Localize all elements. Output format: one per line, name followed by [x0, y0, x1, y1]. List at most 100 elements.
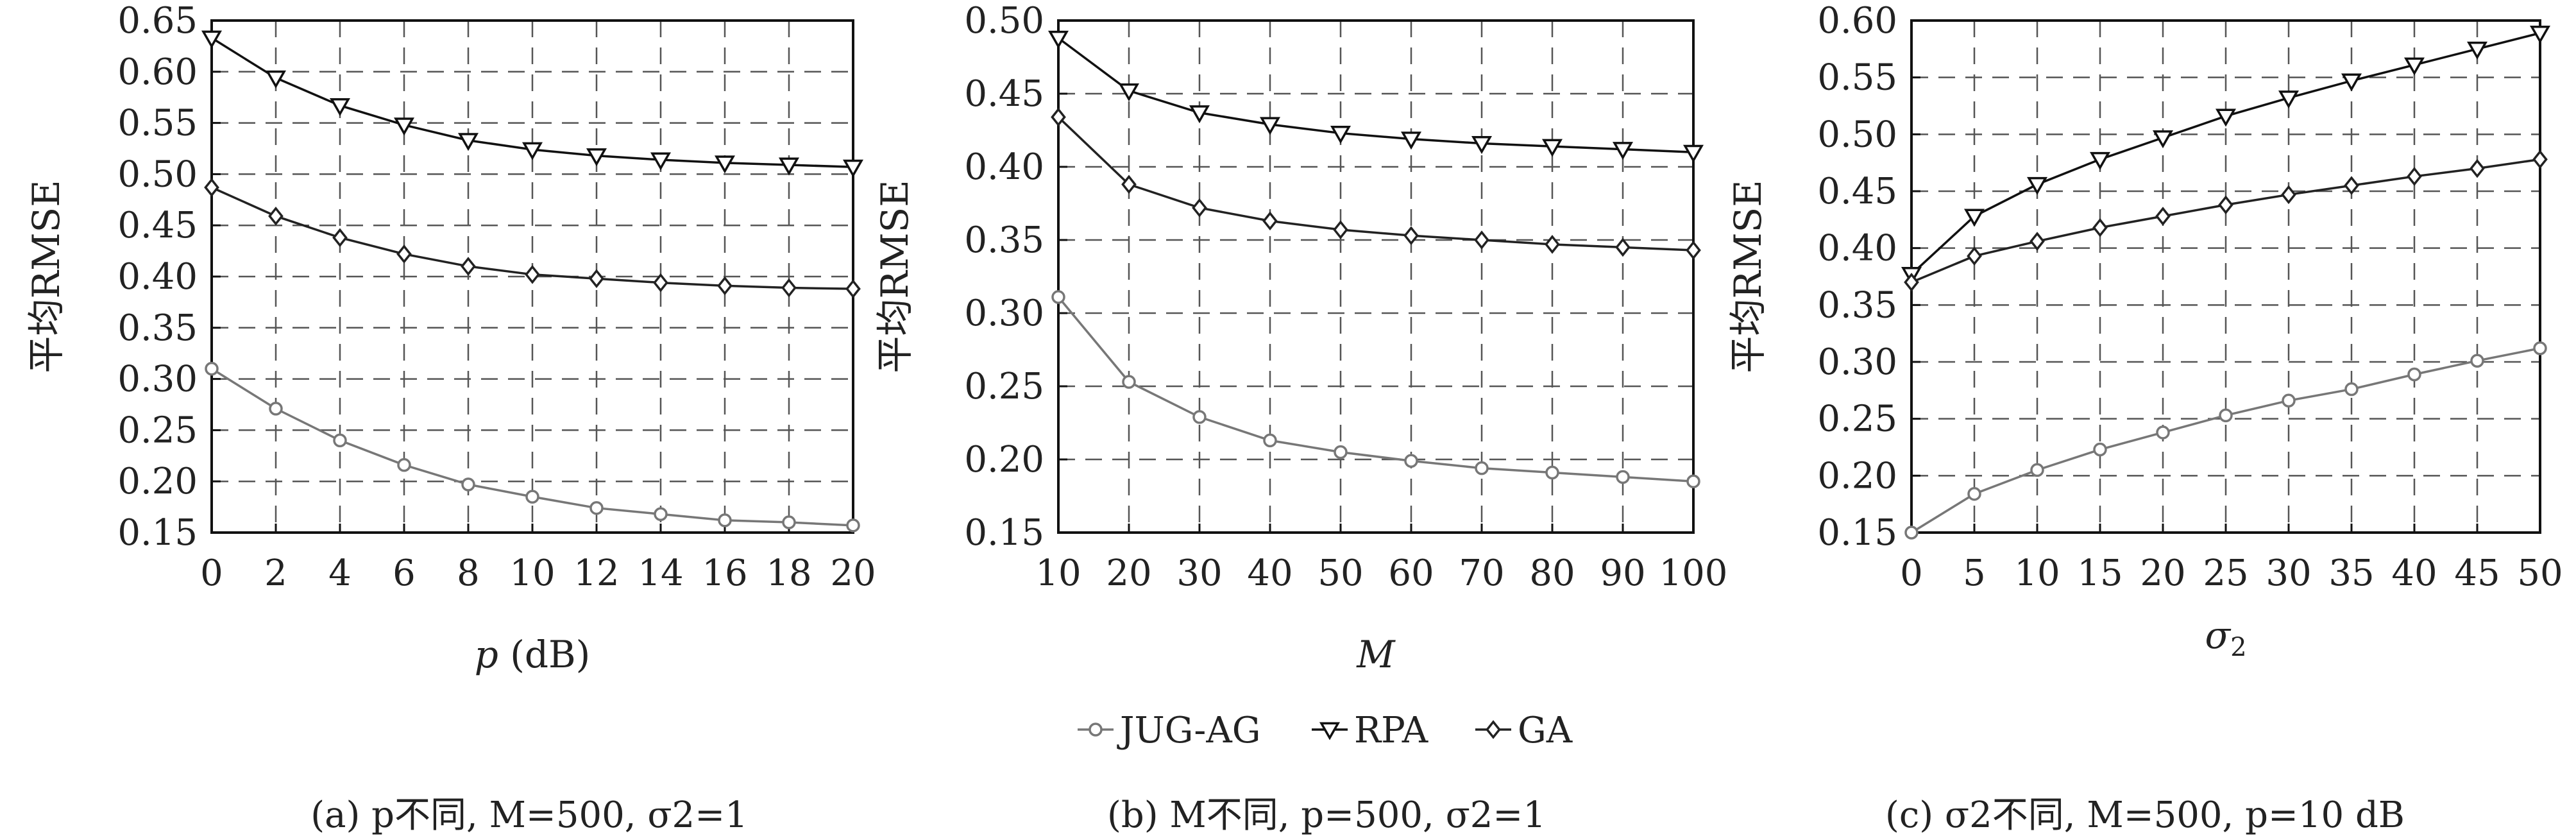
data-point-0-ga-8: [717, 276, 733, 296]
x-tick-label-0-1: 2: [264, 552, 287, 594]
caption-c: (c) σ2不同, M=500, p=10 dB: [1885, 794, 2405, 836]
x-tick-label-1-3: 40: [1247, 552, 1292, 594]
series-line-1-ga: [1057, 116, 1694, 252]
x-tick-label-2-8: 40: [2391, 552, 2437, 594]
x-axis-label-1: M: [1356, 633, 1396, 676]
data-point-2-ga-0: [1904, 273, 1919, 292]
x-tick-label-1-6: 70: [1459, 552, 1504, 594]
data-point-1-ga-0: [1051, 107, 1066, 127]
data-point-2-ga-7: [2344, 176, 2359, 195]
y-tick-label-1-5: 0.40: [964, 146, 1044, 188]
data-point-2-ga-2: [2029, 232, 2045, 251]
y-axis-label-1: 平均RMSE: [873, 180, 917, 373]
caption-a: (a) p不同, M=500, σ2=1: [310, 794, 748, 836]
data-point-1-ga-6: [1474, 230, 1489, 250]
data-point-2-jug-ag-3: [2093, 442, 2107, 457]
data-point-1-rpa-1: [1118, 83, 1140, 101]
data-point-2-jug-ag-1: [1967, 486, 1981, 501]
y-tick-label-2-5: 0.40: [1817, 228, 1897, 269]
y-tick-label-0-3: 0.30: [117, 359, 198, 400]
data-point-0-rpa-5: [521, 142, 543, 160]
data-point-0-rpa-6: [586, 148, 607, 167]
data-point-0-ga-6: [589, 269, 604, 288]
data-point-1-jug-ag-2: [1192, 410, 1207, 424]
data-point-0-ga-9: [781, 278, 797, 298]
data-point-0-rpa-9: [778, 157, 800, 176]
y-tick-label-2-2: 0.25: [1817, 398, 1897, 440]
data-point-0-ga-2: [332, 228, 348, 248]
data-point-2-jug-ag-9: [2470, 354, 2484, 368]
x-tick-label-0-0: 0: [200, 552, 223, 594]
data-point-0-jug-ag-0: [205, 361, 219, 376]
x-tick-label-2-4: 20: [2140, 552, 2185, 594]
series-line-1-rpa: [1057, 37, 1694, 153]
y-tick-label-0-1: 0.20: [117, 461, 198, 502]
data-point-1-rpa-7: [1541, 139, 1563, 157]
x-tick-label-0-8: 16: [702, 552, 747, 594]
x-tick-label-1-9: 100: [1659, 552, 1728, 594]
data-point-0-ga-7: [653, 273, 668, 293]
data-point-0-rpa-10: [842, 159, 864, 178]
y-axis-label-0: 平均RMSE: [24, 180, 68, 373]
legend-label-jug-ag: JUG-AG: [1117, 710, 1261, 751]
x-tick-label-1-5: 60: [1388, 552, 1434, 594]
x-tick-label-2-6: 30: [2266, 552, 2311, 594]
data-point-2-jug-ag-2: [2030, 463, 2044, 477]
data-point-1-ga-8: [1615, 237, 1631, 257]
y-tick-label-1-1: 0.20: [964, 439, 1044, 481]
data-point-2-ga-5: [2218, 195, 2233, 215]
data-point-1-rpa-4: [1330, 126, 1352, 144]
series-line-1-jug-ag: [1057, 296, 1694, 483]
data-point-0-rpa-4: [457, 133, 479, 151]
data-point-1-ga-1: [1121, 175, 1137, 194]
data-point-0-jug-ag-2: [333, 433, 347, 448]
data-point-1-jug-ag-6: [1475, 461, 1489, 475]
data-point-2-rpa-1: [1963, 209, 1985, 227]
x-tick-label-2-0: 0: [1900, 552, 1923, 594]
data-point-2-ga-10: [2532, 150, 2548, 169]
data-point-2-jug-ag-4: [2156, 425, 2170, 440]
x-tick-label-2-7: 35: [2328, 552, 2374, 594]
data-point-2-jug-ag-0: [1904, 526, 1919, 540]
data-point-1-ga-2: [1192, 198, 1207, 218]
y-tick-label-0-2: 0.25: [117, 409, 198, 451]
y-tick-label-1-0: 0.15: [964, 512, 1044, 554]
data-point-2-rpa-10: [2529, 26, 2551, 44]
y-tick-label-1-7: 0.50: [964, 0, 1044, 42]
data-point-1-jug-ag-7: [1545, 465, 1559, 480]
x-tick-label-1-4: 50: [1318, 552, 1363, 594]
data-point-0-jug-ag-4: [461, 477, 475, 492]
data-point-1-rpa-6: [1471, 136, 1493, 155]
data-point-0-rpa-7: [650, 152, 672, 171]
data-point-0-jug-ag-7: [654, 507, 668, 522]
legend-marker-ga: [1486, 720, 1501, 739]
y-tick-label-0-8: 0.55: [117, 103, 198, 144]
data-point-2-ga-4: [2155, 207, 2171, 226]
data-point-0-ga-5: [525, 265, 540, 284]
y-tick-label-0-9: 0.60: [117, 51, 198, 93]
data-point-2-ga-3: [2092, 218, 2108, 237]
data-point-2-rpa-2: [2026, 176, 2048, 195]
data-point-0-ga-10: [845, 279, 861, 298]
data-point-1-jug-ag-3: [1263, 433, 1277, 448]
data-point-1-ga-3: [1262, 211, 1278, 231]
y-tick-label-2-7: 0.50: [1817, 114, 1897, 155]
y-tick-label-2-9: 0.60: [1817, 0, 1897, 42]
x-tick-label-1-1: 20: [1106, 552, 1151, 594]
data-point-0-jug-ag-5: [525, 490, 539, 504]
data-point-1-ga-4: [1333, 220, 1348, 239]
data-point-0-jug-ag-10: [846, 518, 860, 533]
y-tick-label-0-7: 0.50: [117, 153, 198, 195]
x-axis-label-0: p (dB): [475, 633, 591, 676]
data-point-2-ga-8: [2407, 167, 2422, 186]
y-tick-label-0-6: 0.45: [117, 205, 198, 246]
data-point-1-ga-7: [1545, 235, 1560, 254]
y-tick-label-0-4: 0.35: [117, 307, 198, 349]
x-tick-label-2-2: 10: [2014, 552, 2060, 594]
data-point-0-jug-ag-8: [718, 513, 732, 527]
data-point-2-rpa-5: [2215, 108, 2237, 127]
y-tick-label-1-6: 0.45: [964, 73, 1044, 115]
data-point-0-rpa-3: [393, 117, 415, 136]
x-tick-label-0-9: 18: [766, 552, 811, 594]
x-tick-label-2-5: 25: [2203, 552, 2248, 594]
